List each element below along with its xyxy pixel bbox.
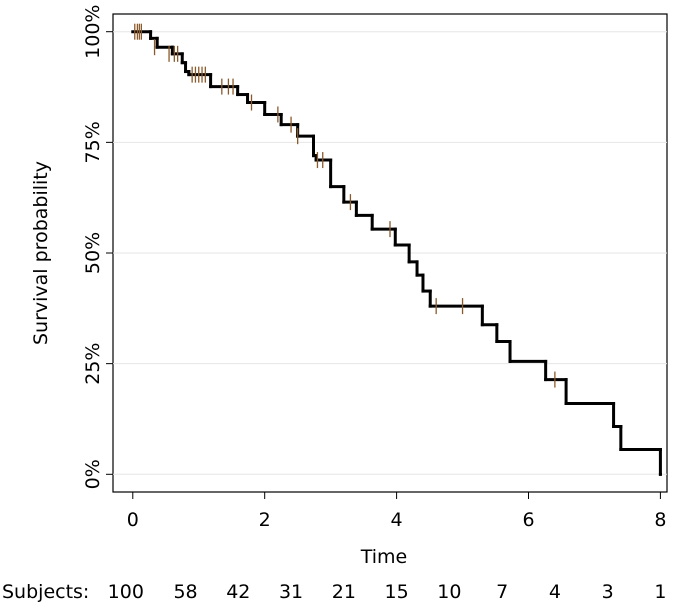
risk-table-label: Subjects:: [2, 581, 89, 603]
risk-count: 15: [385, 581, 409, 603]
y-tick-label: 0%: [82, 459, 104, 489]
y-axis-title: Survival probability: [30, 161, 52, 345]
risk-count: 1: [654, 581, 666, 603]
y-tick-label: 25%: [82, 343, 104, 385]
x-tick-label: 6: [522, 509, 534, 531]
risk-count: 10: [437, 581, 461, 603]
risk-count: 7: [496, 581, 508, 603]
y-tick-label: 75%: [82, 121, 104, 163]
risk-count: 58: [173, 581, 197, 603]
y-tick-label: 100%: [82, 5, 104, 59]
x-tick-label: 8: [654, 509, 666, 531]
risk-count: 3: [602, 581, 614, 603]
x-tick-label: 2: [259, 509, 271, 531]
risk-count: 21: [332, 581, 356, 603]
x-tick-label: 0: [127, 509, 139, 531]
risk-count: 42: [226, 581, 250, 603]
x-tick-label: 4: [391, 509, 403, 531]
risk-count: 4: [549, 581, 561, 603]
x-axis-title: Time: [360, 546, 408, 568]
risk-count: 100: [108, 581, 144, 603]
risk-count: 31: [279, 581, 303, 603]
y-tick-label: 50%: [82, 232, 104, 274]
